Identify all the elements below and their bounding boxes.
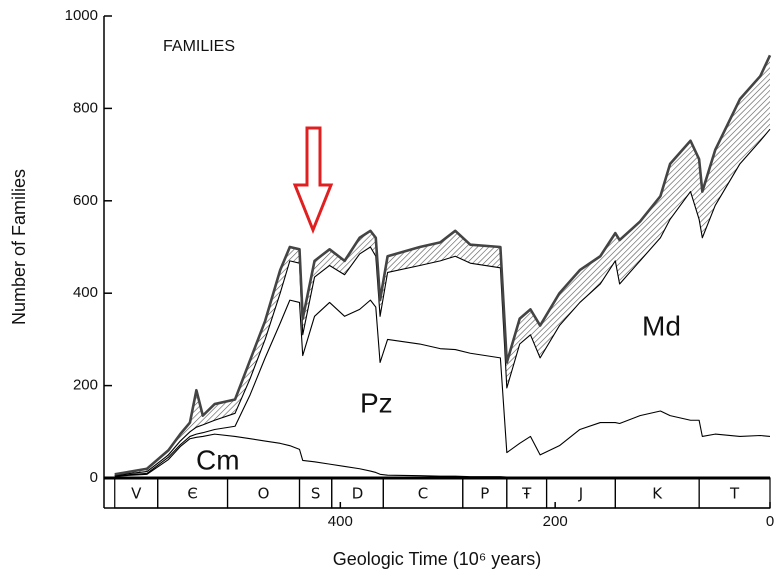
series-label: Cm bbox=[196, 444, 240, 475]
series-line bbox=[114, 128, 771, 476]
series-label: Md bbox=[642, 310, 681, 341]
x-tick-label: 200 bbox=[543, 513, 568, 530]
y-tick-label: 400 bbox=[73, 284, 98, 301]
period-label: Є bbox=[187, 485, 197, 503]
annotation: FAMILIES bbox=[163, 38, 235, 55]
arrow bbox=[292, 126, 334, 235]
period-label: J bbox=[578, 485, 583, 503]
period-label: T bbox=[729, 485, 740, 503]
total-line bbox=[114, 54, 772, 476]
period-box bbox=[698, 477, 771, 509]
series-line bbox=[114, 299, 771, 477]
period-label: K bbox=[652, 485, 663, 503]
band bbox=[114, 55, 770, 476]
y-tick-label: 800 bbox=[73, 99, 98, 116]
period-label: O bbox=[258, 485, 270, 503]
period-label: C bbox=[418, 485, 428, 503]
y-axis-label: Number of Families bbox=[9, 169, 29, 325]
x-axis-label: Geologic Time (10⁶ years) bbox=[333, 549, 542, 569]
y-tick-label: 0 bbox=[90, 469, 98, 486]
period-label: S bbox=[311, 485, 321, 503]
y-tick-label: 200 bbox=[73, 377, 98, 394]
series-label: Pz bbox=[360, 387, 393, 418]
period-label: Ŧ bbox=[521, 485, 532, 503]
y-tick-label: 600 bbox=[73, 192, 98, 209]
period-label: V bbox=[131, 485, 142, 503]
period-label: D bbox=[352, 485, 364, 503]
y-tick-label: 1000 bbox=[65, 7, 98, 24]
x-tick-label: 0 bbox=[766, 513, 774, 530]
period-label: P bbox=[480, 485, 489, 503]
x-tick-label: 400 bbox=[328, 513, 353, 530]
